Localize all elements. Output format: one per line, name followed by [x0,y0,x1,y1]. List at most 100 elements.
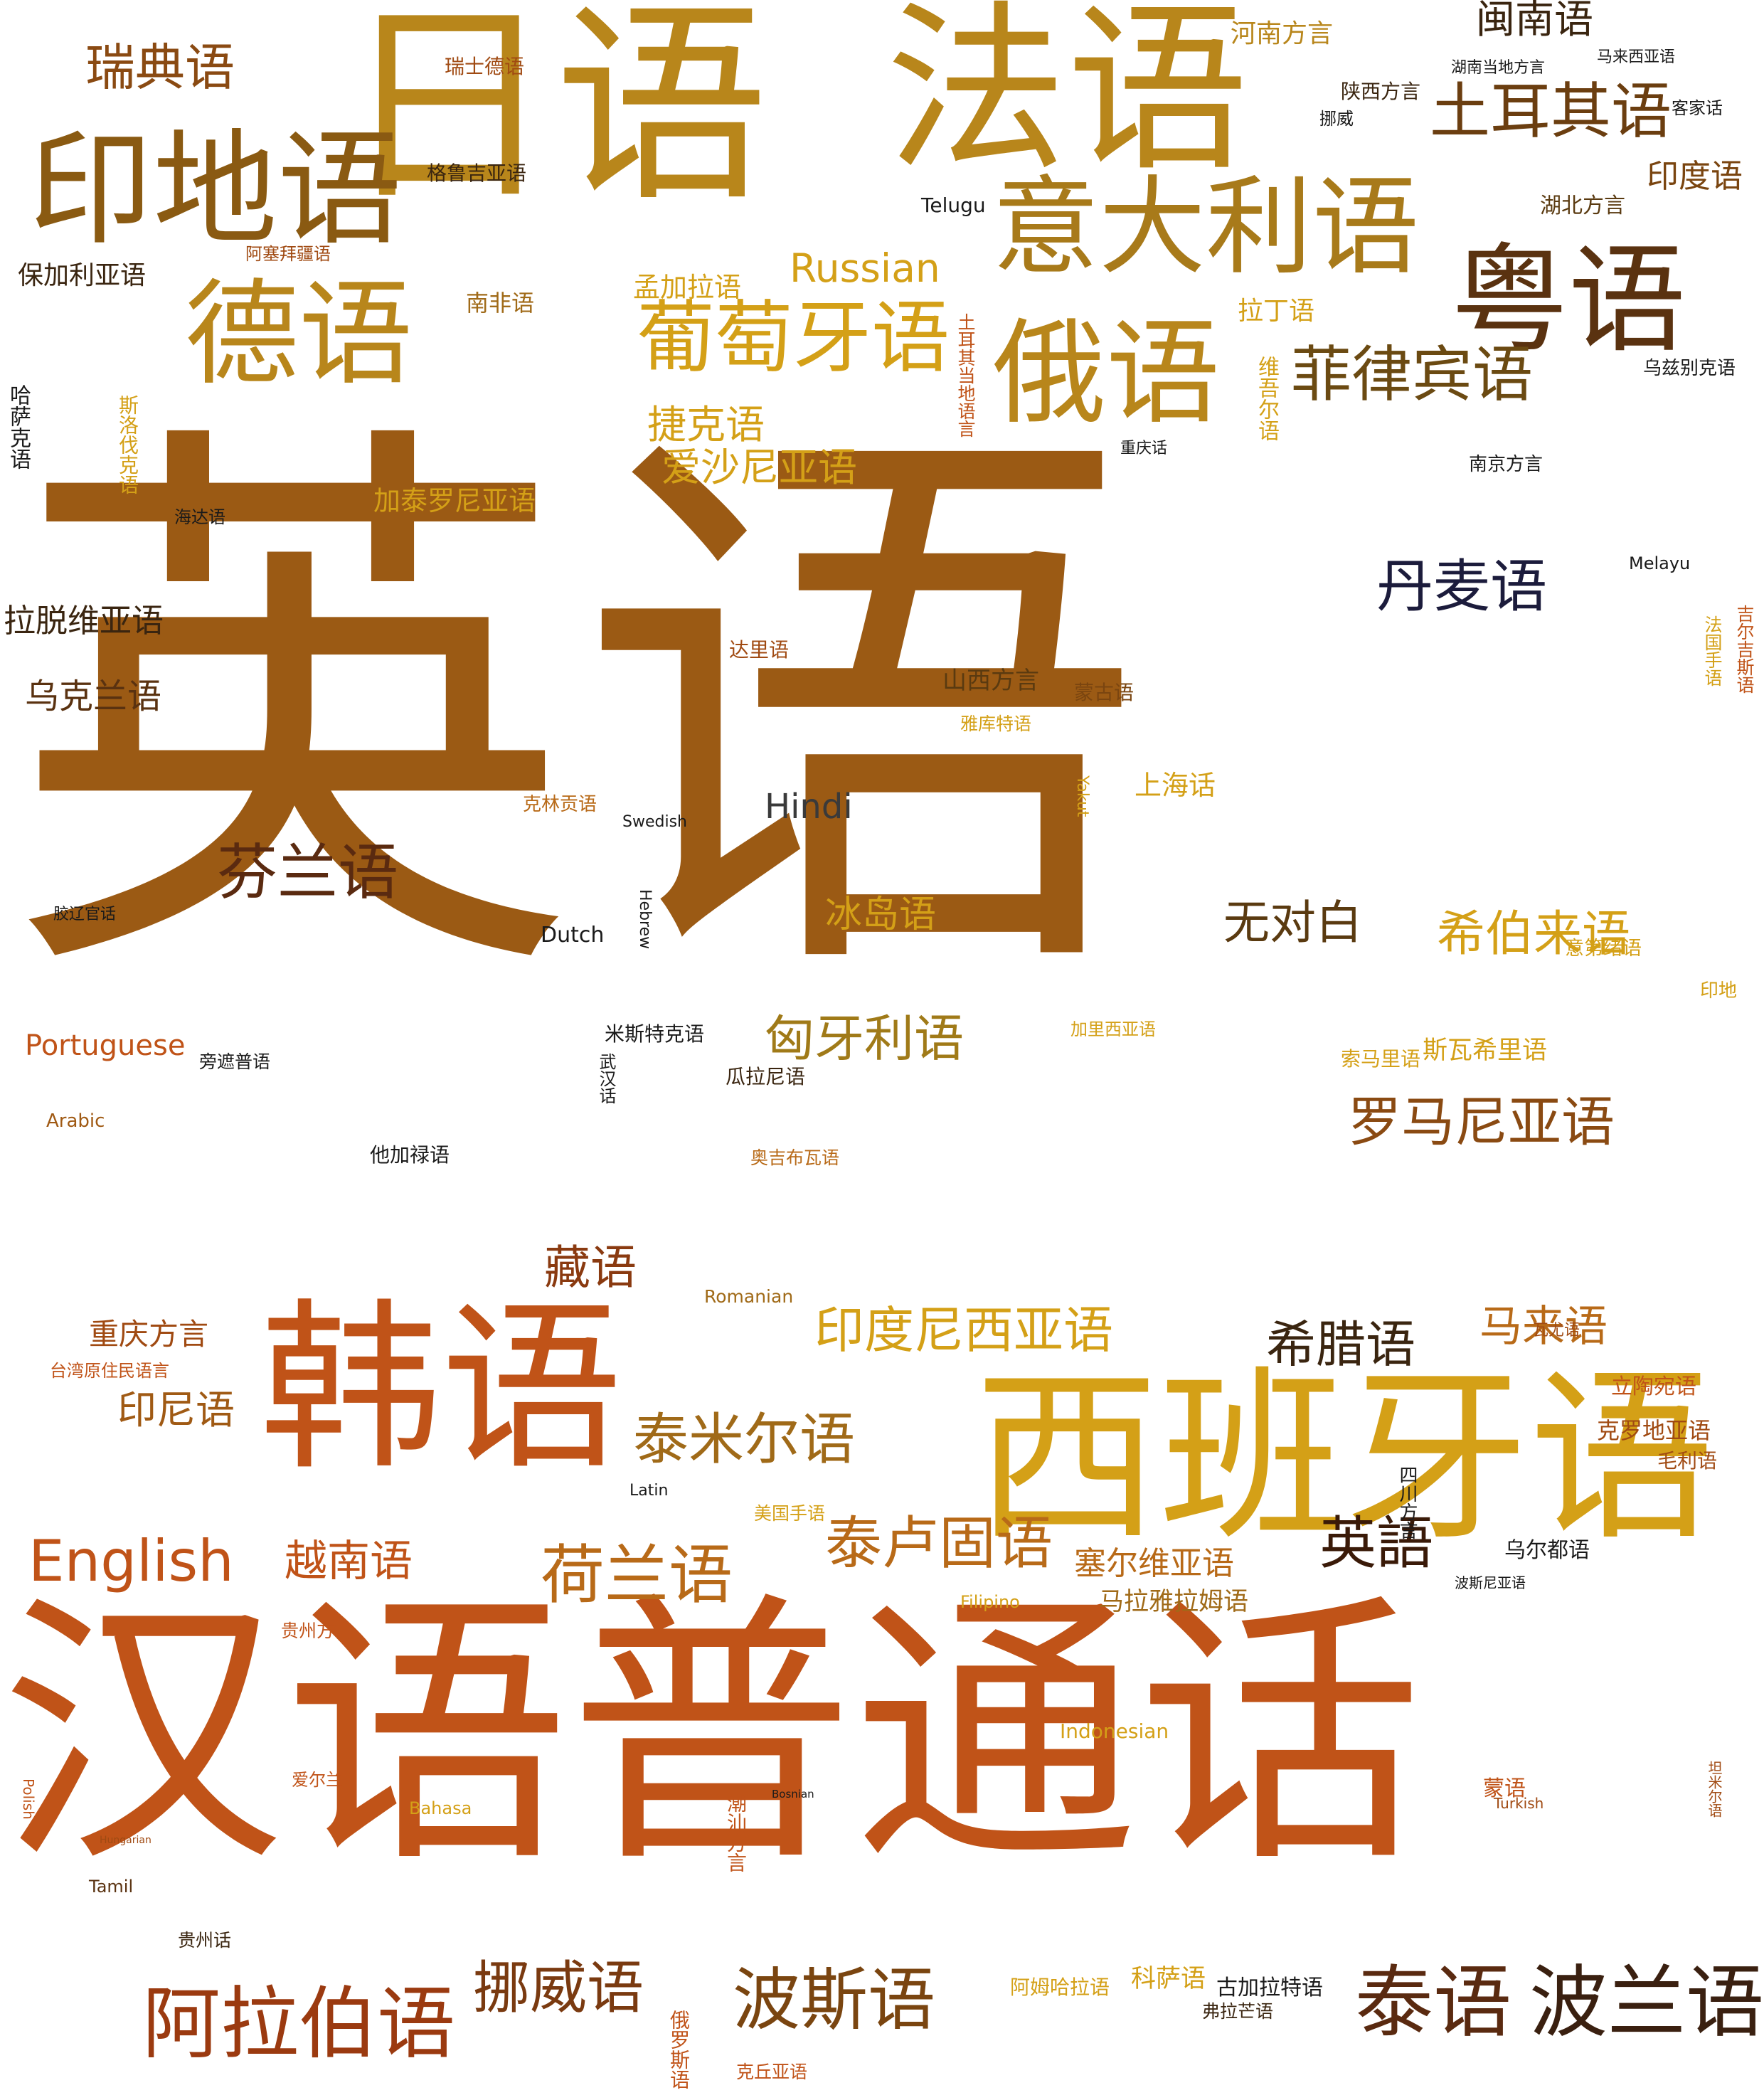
word-cloud-word: 瑞典语 [85,38,235,97]
word-cloud-word: 瑞士德语 [445,55,525,78]
word-cloud-word: 毛利语 [1657,1449,1718,1473]
word-cloud-word: 古加拉特语 [1216,1976,1323,2000]
word-cloud-word: Romanian [704,1286,794,1307]
word-cloud-word: Dutch [541,923,605,948]
word-cloud-word: 法国手语 [1702,615,1723,686]
word-cloud-word: 拉脱维亚语 [4,602,164,640]
word-cloud-word: 日语 [341,0,768,230]
word-cloud-word: 波兰语 [1529,1957,1764,2048]
word-cloud-word: Bosnian [772,1788,814,1801]
word-cloud-word: Russian [790,245,940,291]
word-cloud-word: Turkish [1494,1795,1544,1812]
word-cloud-word: 米斯特克语 [605,1022,705,1046]
word-cloud-word: Melayu [1629,553,1691,573]
word-cloud-word: 泰卢固语 [825,1510,1053,1576]
word-cloud-word: 汉语普通话 [0,1570,1423,1901]
word-cloud-word: 德语 [185,267,413,401]
word-cloud-word: 冰岛语 [825,893,937,936]
word-cloud-word: 贵州话 [178,1930,232,1951]
word-cloud-word: 罗马尼亚语 [1348,1091,1615,1153]
word-cloud-word: Hindi [765,787,853,827]
word-cloud-word: 乌尔都语 [1504,1538,1590,1563]
word-cloud-word: 他加禄语 [370,1143,450,1167]
word-cloud-word: 波斯语 [733,1961,936,2040]
word-cloud-word: 克丘亚语 [736,2062,808,2082]
word-cloud-word: 达里语 [729,638,790,662]
word-cloud-word: 海达语 [174,507,225,527]
word-cloud-word: 意第绪语 [1565,938,1642,960]
word-cloud-word: 保加利亚语 [18,261,147,290]
word-cloud-word: 希腊语 [1266,1315,1415,1374]
word-cloud-word: 瓦尤语 [1533,1322,1580,1340]
word-cloud-word: 捷克语 [647,402,765,447]
word-cloud-word: 坦米尔语 [1706,1761,1723,1818]
word-cloud-word: 吉尔吉斯语 [1734,605,1755,694]
word-cloud-word: 爱尔兰 [292,1770,343,1790]
word-cloud-word: 胶辽官话 [53,906,117,923]
word-cloud-word: 湖北方言 [1540,193,1625,218]
word-cloud-word: 印地 [1700,980,1738,1002]
word-cloud-word: 贵州方言 [281,1621,353,1641]
word-cloud-word: Telugu [921,193,986,217]
word-cloud-word: 泰米尔语 [633,1408,856,1472]
word-cloud-word: 马来西亚语 [1597,48,1676,66]
word-cloud-word: 斯洛伐克语 [116,395,139,494]
word-cloud-word: 乌兹别克语 [1643,358,1736,379]
word-cloud-word: Polish [20,1778,37,1820]
word-cloud-word: 武汉话 [596,1053,616,1104]
word-cloud-word: 阿塞拜疆语 [245,244,331,264]
word-cloud-word: 马拉雅拉姆语 [1099,1588,1249,1616]
word-cloud-word: 索马里语 [1341,1047,1421,1071]
word-cloud-word: 拉丁语 [1238,297,1315,326]
word-cloud-word: 丹麦语 [1376,553,1547,620]
word-cloud-word: Indonesian [1060,1719,1169,1743]
word-cloud-word: Arabic [46,1110,105,1132]
word-cloud-word: 四川方言 [1396,1465,1418,1539]
word-cloud-word: 藏语 [544,1241,637,1295]
word-cloud-word: Yakut [1073,775,1091,817]
word-cloud-word: 雅库特语 [960,714,1032,734]
word-cloud-word: 科萨语 [1131,1965,1206,1993]
word-cloud-word: 挪威 [1319,109,1354,129]
word-cloud-word: Filipino [960,1592,1020,1612]
word-cloud-word: 泰语 [1355,1957,1511,2048]
word-cloud-word: 格鲁吉亚语 [427,161,527,185]
word-cloud-word: 印度尼西亚语 [814,1301,1113,1359]
word-cloud-word: 西班牙语 [974,1351,1714,1566]
word-cloud-word: 山西方言 [942,667,1039,695]
word-cloud-word: Hungarian [100,1835,152,1846]
word-cloud-word: 瓜拉尼语 [726,1065,806,1088]
word-cloud-word: 土耳其当地语言 [955,313,976,438]
word-cloud-word: 俄罗斯语 [667,2010,691,2089]
word-cloud-word: 阿姆哈拉语 [1010,1976,1110,1999]
word-cloud-word: 印地语 [28,118,402,262]
word-cloud-word: Hebrew [636,889,654,950]
word-cloud-word: 旁遮普语 [199,1051,271,1072]
word-cloud-word: 英语 [7,380,1145,1043]
word-cloud-word: English [28,1528,234,1594]
word-cloud-word: 法语 [886,0,1249,196]
word-cloud-word: Tamil [89,1877,134,1897]
word-cloud-word: 孟加拉语 [633,272,742,303]
word-cloud-word: 加里西亚语 [1070,1019,1156,1039]
word-cloud-word: 蒙古语 [1074,681,1135,704]
word-cloud-word: 立陶宛语 [1611,1374,1696,1399]
word-cloud-word: 台湾原住民语言 [50,1361,169,1381]
word-cloud-word: 克罗地亚语 [1597,1417,1711,1444]
word-cloud-word: 希伯来语 [1437,906,1631,962]
word-cloud-word: 意大利语 [992,166,1420,290]
word-cloud-word: Bahasa [409,1798,472,1818]
word-cloud-word: 英語 [1319,1510,1433,1576]
word-cloud-word: 维吾尔语 [1254,356,1279,441]
word-cloud-word: 粤语 [1451,232,1686,368]
word-cloud-word: 河南方言 [1231,19,1334,48]
word-cloud-word: 匈牙利语 [765,1009,964,1068]
word-cloud-word: 重庆话 [1120,440,1168,457]
word-cloud-word: 波斯尼亚语 [1455,1574,1526,1591]
word-cloud-word: 重庆方言 [89,1317,209,1352]
word-cloud-word: 加泰罗尼亚语 [373,485,536,516]
word-cloud-word: 塞尔维亚语 [1074,1544,1235,1582]
word-cloud-word: 美国手语 [754,1503,826,1524]
word-cloud-word: 弗拉芒语 [1202,2001,1274,2022]
